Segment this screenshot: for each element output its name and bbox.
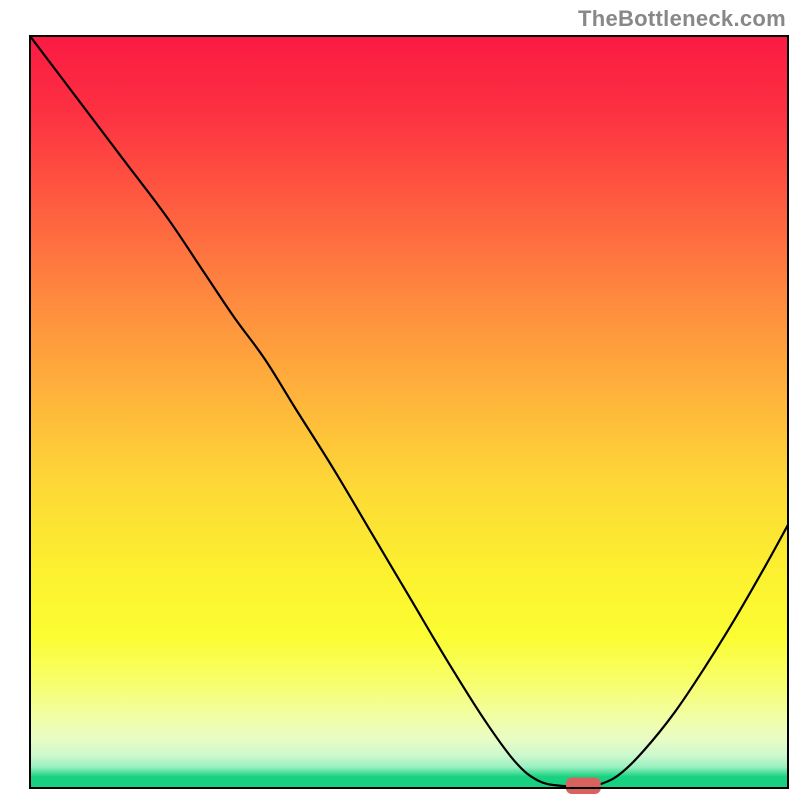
bottleneck-chart <box>0 0 800 800</box>
optimum-marker <box>566 777 601 794</box>
plot-background <box>30 36 788 788</box>
chart-frame: TheBottleneck.com <box>0 0 800 800</box>
